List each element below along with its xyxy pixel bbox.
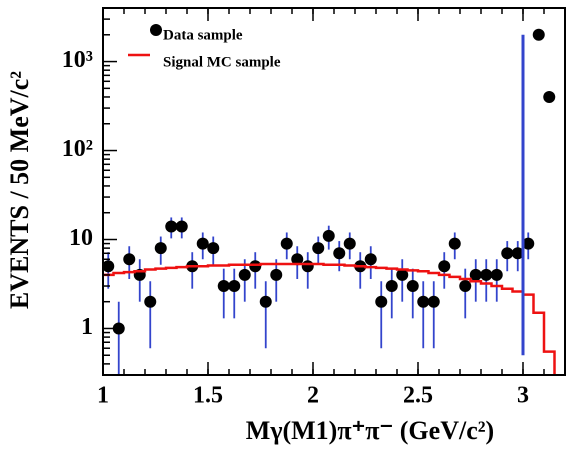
data-point (322, 229, 335, 242)
data-point (291, 253, 304, 266)
x-axis-label: Mγ(M1)π⁺π⁻ (GeV/c²) (246, 416, 494, 445)
plot-area (103, 28, 556, 375)
data-point (364, 253, 377, 266)
x-tick-label: 2 (307, 383, 319, 409)
plot-frame (102, 7, 566, 376)
y-tick-label: 10 (69, 225, 93, 251)
y-tick-label: 10³ (62, 47, 93, 73)
data-point (249, 260, 262, 273)
data-point (501, 247, 514, 260)
legend-marker (150, 24, 162, 36)
data-point (154, 242, 167, 255)
data-point (448, 237, 461, 250)
data-point (375, 295, 388, 308)
data-point (333, 247, 346, 260)
data-point (270, 268, 283, 281)
data-point (543, 90, 556, 103)
legend-label: Signal MC sample (163, 54, 281, 70)
data-point (438, 260, 451, 273)
data-point (385, 280, 398, 293)
data-point (511, 247, 524, 260)
data-point (112, 322, 125, 335)
data-point (427, 295, 440, 308)
data-point (175, 220, 188, 233)
x-tick-label: 1 (97, 383, 109, 409)
y-tick-label: 1 (81, 314, 93, 340)
data-point (123, 253, 136, 266)
data-point (301, 260, 314, 273)
data-point (207, 242, 220, 255)
data-point (259, 295, 272, 308)
data-point (480, 268, 493, 281)
data-point (228, 280, 241, 293)
data-point (406, 280, 419, 293)
data-point (522, 237, 535, 250)
data-point (469, 268, 482, 281)
data-point (532, 28, 545, 41)
data-point (238, 268, 251, 281)
x-tick-label: 3 (517, 383, 529, 409)
data-point (459, 280, 472, 293)
y-axis-label: EVENTS / 50 MeV/c² (5, 71, 34, 309)
data-point (217, 280, 230, 293)
mc-histogram (103, 262, 556, 375)
data-point (490, 268, 503, 281)
data-point (196, 237, 209, 250)
legend-label: Data sample (163, 27, 243, 43)
data-point (417, 295, 430, 308)
data-point (396, 268, 409, 281)
data-point (144, 295, 157, 308)
data-point (312, 242, 325, 255)
x-tick-label: 2.5 (403, 383, 433, 409)
y-tick-label: 10² (62, 136, 93, 162)
data-point (343, 237, 356, 250)
data-point (280, 237, 293, 250)
x-tick-label: 1.5 (193, 383, 223, 409)
data-point (165, 220, 178, 233)
